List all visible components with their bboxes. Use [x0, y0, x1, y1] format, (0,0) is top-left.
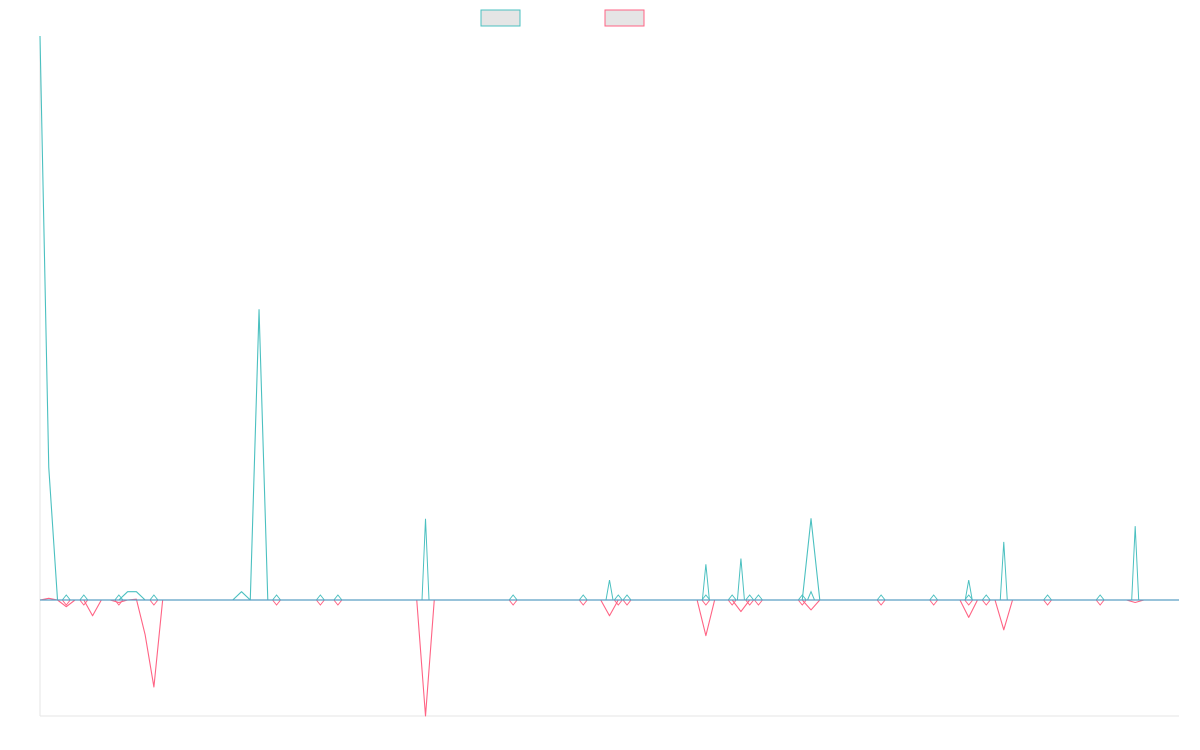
marker-lower: [745, 599, 755, 606]
spike-point: [605, 580, 614, 601]
spike-point: [999, 541, 1008, 601]
marker-upper: [333, 594, 343, 601]
spike-point: [964, 580, 973, 601]
series-line-1: [39, 35, 1179, 601]
marker-lower: [272, 599, 281, 606]
marker-upper: [876, 594, 886, 601]
marker-lower: [981, 599, 991, 606]
marker-upper: [701, 594, 711, 601]
marker-upper: [754, 594, 763, 601]
marker-upper: [745, 594, 755, 601]
marker-lower: [754, 599, 763, 606]
marker-lower: [1095, 599, 1105, 606]
marker-lower: [1043, 599, 1052, 606]
spike-point: [701, 564, 710, 601]
marker-upper: [797, 594, 807, 601]
marker-upper: [315, 594, 325, 601]
marker-lower: [79, 599, 89, 606]
marker-lower: [964, 599, 974, 606]
plot-area: [39, 35, 1179, 717]
marker-lower: [114, 599, 124, 606]
legend: [480, 9, 645, 27]
marker-upper: [1095, 594, 1105, 601]
marker-upper: [272, 594, 281, 601]
spike-point: [421, 518, 430, 601]
marker-lower: [149, 599, 159, 606]
spike-point: [1131, 526, 1140, 601]
marker-lower: [333, 599, 343, 606]
marker-lower: [578, 599, 588, 606]
marker-lower: [929, 599, 939, 606]
marker-upper: [79, 594, 89, 601]
marker-lower: [701, 599, 711, 606]
marker-upper: [981, 594, 991, 601]
axes: [39, 36, 1179, 717]
series-line-2: [39, 597, 1179, 717]
legend-swatch-2[interactable]: [604, 9, 645, 27]
marker-upper: [61, 594, 71, 601]
marker-lower: [61, 599, 71, 606]
marker-upper: [114, 594, 124, 601]
marker-upper: [964, 594, 974, 601]
marker-lower: [727, 599, 737, 606]
marker-upper: [149, 594, 159, 601]
marker-upper: [613, 594, 623, 601]
marker-lower: [622, 599, 632, 606]
marker-upper: [508, 594, 518, 601]
marker-lower: [315, 599, 325, 606]
marker-upper: [1043, 594, 1052, 601]
marker-upper: [622, 594, 632, 601]
marker-upper: [578, 594, 588, 601]
marker-lower: [876, 599, 886, 606]
marker-lower: [613, 599, 623, 606]
marker-lower: [797, 599, 807, 606]
legend-swatch-1[interactable]: [480, 9, 521, 27]
spike-point: [807, 590, 815, 601]
marker-lower: [508, 599, 518, 606]
marker-upper: [929, 594, 939, 601]
spike-point: [736, 558, 745, 601]
marker-upper: [727, 594, 737, 601]
